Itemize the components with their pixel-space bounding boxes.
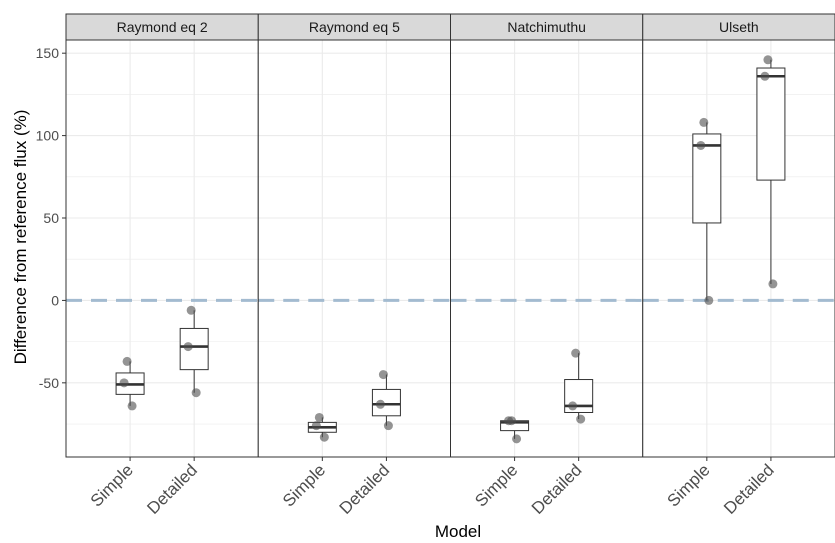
y-axis: -50 0 50 100 150: [36, 45, 66, 391]
facet-strip: [450, 13, 644, 41]
facet-strip: [642, 13, 835, 41]
facet-label: Raymond eq 5: [309, 19, 400, 35]
facet-strip: [257, 13, 451, 41]
x-axis-title: Model: [435, 522, 481, 541]
data-point: [319, 432, 329, 442]
x-tick-label: Simple: [279, 460, 329, 510]
data-point: [696, 140, 706, 150]
y-tick-label: 0: [51, 292, 59, 308]
facet-label: Raymond eq 2: [117, 19, 208, 35]
data-point: [576, 414, 586, 424]
data-point: [191, 388, 201, 398]
data-point: [186, 305, 196, 315]
data-point: [704, 295, 714, 305]
facet-panel: Ulseth Simple Detailed: [642, 13, 835, 518]
data-point: [375, 399, 385, 409]
x-tick-label: Simple: [471, 460, 521, 510]
panel-background: [66, 40, 259, 457]
boxplot: [500, 416, 530, 444]
boxplot: [179, 305, 209, 398]
data-point: [314, 412, 324, 422]
data-point: [512, 434, 522, 444]
box: [692, 133, 722, 224]
box: [756, 67, 786, 181]
y-axis-title: Difference from reference flux (%): [11, 110, 30, 365]
boxplot: [371, 370, 401, 431]
data-point: [311, 421, 321, 431]
facet-label: Ulseth: [719, 19, 759, 35]
data-point: [122, 356, 132, 366]
data-point: [504, 416, 514, 426]
y-tick-label: 150: [36, 45, 60, 61]
data-point: [760, 71, 770, 81]
data-point: [119, 378, 129, 388]
data-point: [768, 279, 778, 289]
y-tick-label: 100: [36, 128, 60, 144]
data-point: [183, 342, 193, 352]
facet-label: Natchimuthu: [507, 19, 586, 35]
data-point: [571, 348, 581, 358]
panel-background: [258, 40, 451, 457]
facet-panel: Raymond eq 5 Simple Detailed: [257, 13, 451, 518]
x-tick-label: Simple: [663, 460, 713, 510]
data-point: [699, 117, 709, 127]
data-point: [568, 401, 578, 411]
y-tick-label: -50: [39, 375, 59, 391]
facet-panel: Natchimuthu Simple Detailed: [450, 13, 644, 518]
data-point: [378, 370, 388, 380]
data-point: [763, 55, 773, 65]
x-tick-label: Detailed: [528, 460, 586, 518]
panel-background: [642, 40, 835, 457]
boxplot: [564, 348, 594, 424]
x-tick-label: Simple: [87, 460, 137, 510]
x-tick-label: Detailed: [143, 460, 201, 518]
panel-background: [450, 40, 643, 457]
box: [179, 327, 209, 371]
x-tick-label: Detailed: [720, 460, 778, 518]
facet-panel: Raymond eq 2 Simple Detailed: [65, 13, 259, 518]
boxplot: [115, 356, 145, 411]
boxplot: [756, 55, 786, 289]
data-point: [383, 421, 393, 431]
boxplot: [692, 117, 722, 305]
x-tick-label: Detailed: [336, 460, 394, 518]
y-tick-label: 50: [43, 210, 59, 226]
data-point: [127, 401, 137, 411]
boxplot: [307, 412, 337, 442]
